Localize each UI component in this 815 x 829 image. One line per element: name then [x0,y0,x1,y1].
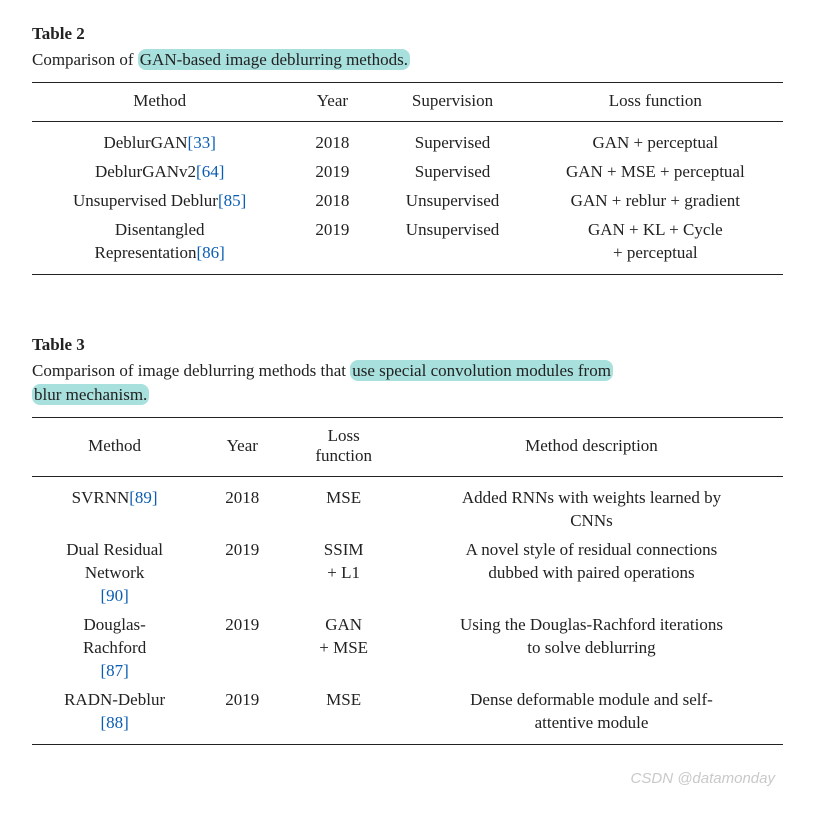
loss-line2: + MSE [319,638,368,657]
citation: [33] [188,133,216,152]
table-3-caption-pre: Comparison of image deblurring methods t… [32,361,350,380]
table-row: Disentangled Representation[86] 2019 Uns… [32,216,783,275]
table-2-col-supervision: Supervision [377,82,527,121]
watermark-text: CSDN @datamonday [631,770,775,787]
table-2-caption-pre: Comparison of [32,50,138,69]
table-3-block: Table 3 Comparison of image deblurring m… [32,335,783,745]
table-2-label: Table 2 [32,24,783,44]
table-3-caption-highlight-2: blur mechanism. [32,384,149,405]
citation: [90] [100,586,128,605]
desc-line2: to solve deblurring [527,638,655,657]
table-2-block: Table 2 Comparison of GAN-based image de… [32,24,783,275]
cell-year: 2018 [287,121,377,157]
loss-line2: + perceptual [613,243,698,262]
table-2-col-year: Year [287,82,377,121]
loss-line1: GAN [325,615,362,634]
table-row: SVRNN[89] 2018 MSE Added RNNs with weigh… [32,477,783,536]
cell-year: 2019 [197,686,287,745]
table-row: Dual Residual Network [90] 2019 SSIM + L… [32,536,783,611]
method-name: DeblurGAN [103,133,187,152]
table-2-caption-highlight: GAN-based image deblurring methods. [138,49,410,70]
table-row: RADN-Deblur [88] 2019 MSE Dense deformab… [32,686,783,745]
cell-loss: GAN + perceptual [528,121,783,157]
cell-method: Dual Residual Network [90] [32,536,197,611]
cell-loss: GAN + reblur + gradient [528,187,783,216]
cell-method: Disentangled Representation[86] [32,216,287,275]
desc-line1: Added RNNs with weights learned by [462,488,721,507]
table-3-caption: Comparison of image deblurring methods t… [32,359,783,407]
cell-year: 2019 [197,536,287,611]
table-row: DeblurGANv2[64] 2019 Supervised GAN + MS… [32,158,783,187]
method-name-line1: Douglas- [83,615,145,634]
table-3: Method Year Loss function Method descrip… [32,417,783,745]
method-name: DeblurGANv2 [95,162,196,181]
cell-year: 2019 [197,611,287,686]
desc-line1: Using the Douglas-Rachford iterations [460,615,723,634]
cell-method: DeblurGANv2[64] [32,158,287,187]
method-name: RADN-Deblur [64,690,165,709]
desc-line1: A novel style of residual connections [466,540,718,559]
col-loss-line2: function [315,446,372,465]
col-loss-line1: Loss [328,426,360,445]
cell-year: 2019 [287,216,377,275]
table-2-col-loss: Loss function [528,82,783,121]
method-name: Unsupervised Deblur [73,191,218,210]
cell-loss: MSE [287,477,400,536]
cell-method: SVRNN[89] [32,477,197,536]
desc-line2: attentive module [535,713,649,732]
table-3-header-row: Method Year Loss function Method descrip… [32,418,783,477]
table-3-col-method: Method [32,418,197,477]
cell-loss: SSIM + L1 [287,536,400,611]
method-name: SVRNN [72,488,130,507]
citation: [87] [100,661,128,680]
loss-line1: SSIM [324,540,364,559]
cell-supervision: Supervised [377,121,527,157]
table-3-col-loss: Loss function [287,418,400,477]
desc-line1: Dense deformable module and self- [470,690,713,709]
cell-desc: Dense deformable module and self- attent… [400,686,783,745]
cell-loss: GAN + KL + Cycle + perceptual [528,216,783,275]
loss-line2: + L1 [327,563,360,582]
desc-line2: dubbed with paired operations [488,563,694,582]
cell-method: Unsupervised Deblur[85] [32,187,287,216]
citation: [64] [196,162,224,181]
cell-method: Douglas- Rachford [87] [32,611,197,686]
cell-loss: MSE [287,686,400,745]
citation: [86] [196,243,224,262]
table-3-caption-highlight-1: use special convolution modules from [350,360,613,381]
table-2-caption: Comparison of GAN-based image deblurring… [32,48,783,72]
cell-method: RADN-Deblur [88] [32,686,197,745]
method-name-line2: Representation [95,243,197,262]
cell-loss: GAN + MSE [287,611,400,686]
table-2-header-row: Method Year Supervision Loss function [32,82,783,121]
cell-desc: Added RNNs with weights learned by CNNs [400,477,783,536]
table-3-col-year: Year [197,418,287,477]
cell-year: 2019 [287,158,377,187]
cell-supervision: Unsupervised [377,216,527,275]
table-row: Douglas- Rachford [87] 2019 GAN + MSE Us… [32,611,783,686]
loss-line1: GAN + KL + Cycle [588,220,723,239]
cell-year: 2018 [197,477,287,536]
cell-supervision: Supervised [377,158,527,187]
table-2-col-method: Method [32,82,287,121]
table-3-col-desc: Method description [400,418,783,477]
method-name-line2: Network [85,563,144,582]
cell-desc: Using the Douglas-Rachford iterations to… [400,611,783,686]
cell-desc: A novel style of residual connections du… [400,536,783,611]
desc-line2: CNNs [570,511,613,530]
table-row: Unsupervised Deblur[85] 2018 Unsupervise… [32,187,783,216]
citation: [88] [100,713,128,732]
table-3-label: Table 3 [32,335,783,355]
method-name-line1: Dual Residual [66,540,163,559]
citation: [85] [218,191,246,210]
cell-method: DeblurGAN[33] [32,121,287,157]
method-name-line1: Disentangled [115,220,205,239]
cell-loss: GAN + MSE + perceptual [528,158,783,187]
table-2: Method Year Supervision Loss function De… [32,82,783,276]
citation: [89] [129,488,157,507]
table-row: DeblurGAN[33] 2018 Supervised GAN + perc… [32,121,783,157]
cell-supervision: Unsupervised [377,187,527,216]
cell-year: 2018 [287,187,377,216]
method-name-line2: Rachford [83,638,146,657]
